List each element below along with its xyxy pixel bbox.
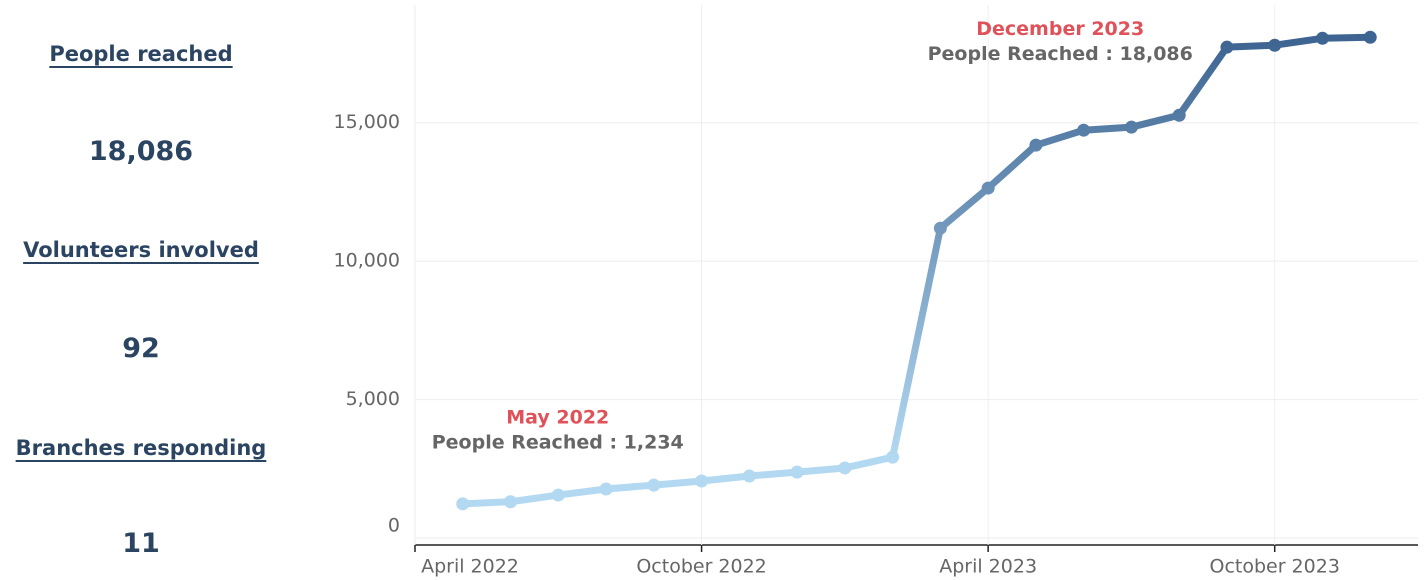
point: [647, 478, 661, 492]
x-tick-label: October 2023: [1209, 556, 1339, 578]
x-tick-label: April 2023: [939, 556, 1037, 578]
kpi-label: People reached: [49, 42, 233, 66]
point: [1220, 40, 1234, 54]
point: [1268, 38, 1282, 52]
y-tick-label: 15,000: [334, 111, 400, 133]
point: [1172, 108, 1186, 122]
kpi-value: 18,086: [88, 136, 194, 167]
line: [459, 33, 1374, 508]
kpi-panel: People reached 18,086 Volunteers involve…: [0, 0, 282, 580]
y-tick-label: 0: [388, 515, 400, 537]
y-tick-label: 5,000: [346, 388, 400, 410]
x-tick-label: April 2022: [421, 556, 519, 578]
point: [1077, 123, 1091, 137]
x-tick-label: October 2022: [636, 556, 766, 578]
point: [838, 461, 852, 475]
annotation-title: December 2023: [976, 18, 1144, 40]
point: [1363, 30, 1377, 44]
point: [599, 482, 613, 496]
point: [886, 450, 900, 464]
point: [742, 469, 756, 483]
point: [981, 181, 995, 195]
kpi-label: Branches responding: [15, 436, 267, 460]
annotation-title: May 2022: [506, 406, 609, 428]
point: [1029, 138, 1043, 152]
kpi-value: 11: [122, 528, 160, 559]
point: [1124, 120, 1138, 134]
point: [695, 474, 709, 488]
annotation-text: People Reached : 1,234: [432, 431, 684, 453]
point: [551, 488, 565, 502]
annotation-text: People Reached : 18,086: [928, 43, 1193, 65]
point: [504, 495, 518, 509]
point: [456, 497, 470, 511]
point: [790, 465, 804, 479]
point: [1315, 31, 1329, 45]
point: [933, 221, 947, 235]
kpi-label: Volunteers involved: [23, 238, 259, 262]
y-tick-label: 10,000: [334, 250, 400, 272]
kpi-value: 92: [122, 333, 160, 364]
